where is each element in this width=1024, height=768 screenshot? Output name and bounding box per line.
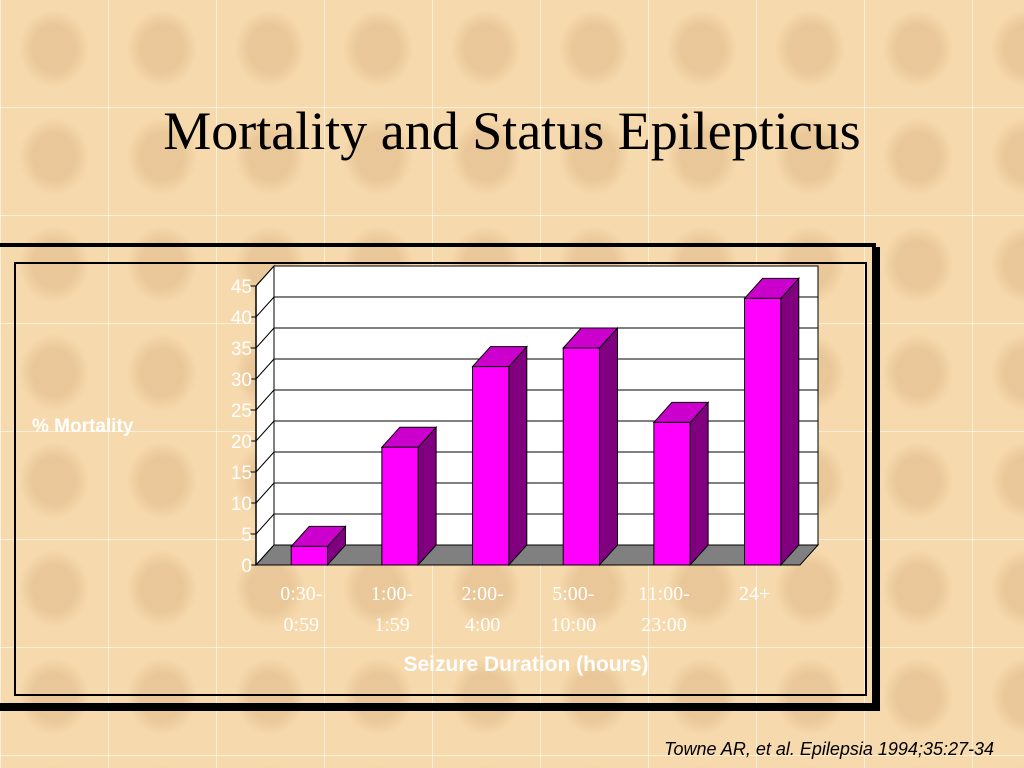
bar <box>472 366 510 566</box>
x-tick-label: 0:30-0:59 <box>280 583 322 636</box>
gridline-side <box>255 451 275 473</box>
chart-outer-frame <box>0 243 876 707</box>
bar-side <box>508 345 528 567</box>
y-tick-label: 15 <box>231 463 252 484</box>
bar-side <box>598 326 618 567</box>
bar-side <box>780 277 800 567</box>
y-tick-label: 40 <box>231 308 252 329</box>
bar <box>653 421 691 566</box>
y-tick-label: 0 <box>241 556 252 577</box>
gridline-side <box>255 296 275 318</box>
plot-back-wall <box>273 265 819 546</box>
gridline-side <box>255 513 275 535</box>
slide-title: Mortality and Status Epilepticus <box>163 101 861 161</box>
y-tick-label: 5 <box>241 525 252 546</box>
bar <box>562 347 600 566</box>
gridline-side <box>255 327 275 349</box>
y-axis-label: % Mortality <box>32 416 134 437</box>
chart-inner-frame <box>14 262 867 696</box>
y-tick-label: 35 <box>231 339 252 360</box>
bar-side <box>417 425 437 567</box>
y-tick-label: 25 <box>231 401 252 422</box>
x-tick-label: 1:00-1:59 <box>371 583 413 636</box>
x-tick-label: 2:00-4:00 <box>462 583 504 636</box>
bar <box>381 446 419 566</box>
bar <box>290 545 328 566</box>
citation: Towne AR, et al. Epilepsia 1994;35:27-34 <box>664 739 994 759</box>
bar-side <box>689 401 709 567</box>
y-tick-label: 45 <box>231 277 252 298</box>
y-tick-label: 30 <box>231 370 252 391</box>
gridline-side <box>255 265 275 287</box>
x-axis-label: Seizure Duration (hours) <box>403 653 649 676</box>
plot-side-wall <box>255 264 275 567</box>
gridline-side <box>255 420 275 442</box>
gridline-side <box>255 358 275 380</box>
y-tick-label: 20 <box>231 432 252 453</box>
gridline-side <box>255 389 275 411</box>
bar <box>744 297 782 566</box>
gridline-side <box>255 482 275 504</box>
x-tick-label: 11:00-23:00 <box>638 583 689 636</box>
y-tick-label: 10 <box>231 494 252 515</box>
x-tick-label: 24+ <box>739 583 770 605</box>
x-tick-label: 5:00-10:00 <box>551 583 597 636</box>
